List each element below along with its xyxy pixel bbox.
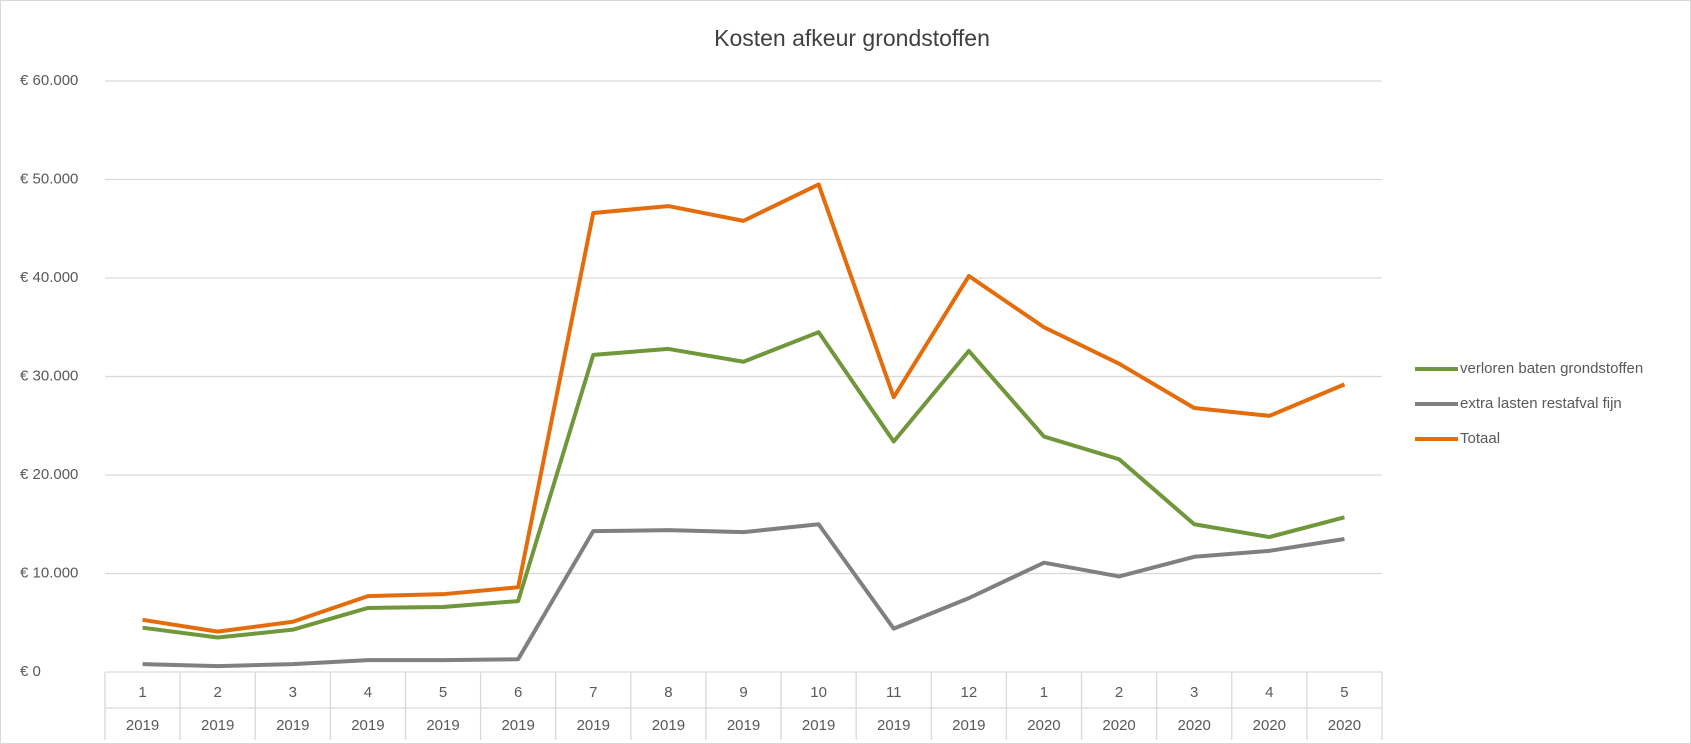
x-group-label: 2019 <box>201 717 234 734</box>
x-group-label: 2019 <box>577 717 610 734</box>
y-tick-label: € 50.000 <box>20 170 78 187</box>
x-group-label: 2019 <box>501 717 534 734</box>
x-tick-label: 1 <box>138 684 146 701</box>
x-group-label: 2020 <box>1328 717 1361 734</box>
x-group-label: 2019 <box>426 717 459 734</box>
x-group-label: 2019 <box>351 717 384 734</box>
x-group-label: 2019 <box>952 717 985 734</box>
x-group-label: 2020 <box>1102 717 1135 734</box>
x-group-label: 2019 <box>802 717 835 734</box>
legend-label: verloren baten grondstoffen <box>1460 360 1643 377</box>
line-series <box>142 182 1346 634</box>
chart-title: Kosten afkeur grondstoffen <box>714 25 990 51</box>
x-group-label: 2019 <box>652 717 685 734</box>
x-tick-label: 3 <box>1190 684 1198 701</box>
x-group-label: 2019 <box>727 717 760 734</box>
x-tick-label: 2 <box>1115 684 1123 701</box>
x-tick-label: 6 <box>514 684 522 701</box>
y-tick-label: € 20.000 <box>20 466 78 483</box>
x-tick-label: 5 <box>1340 684 1348 701</box>
x-tick-label: 7 <box>589 684 597 701</box>
x-tick-label: 8 <box>664 684 672 701</box>
x-tick-label: 11 <box>886 684 902 701</box>
y-tick-label: € 10.000 <box>20 564 78 581</box>
y-tick-label: € 40.000 <box>20 269 78 286</box>
x-group-label: 2020 <box>1178 717 1211 734</box>
x-group-label: 2019 <box>276 717 309 734</box>
line-series <box>142 330 1345 640</box>
x-tick-label: 9 <box>739 684 747 701</box>
x-tick-label: 2 <box>214 684 222 701</box>
x-tick-label: 3 <box>289 684 297 701</box>
y-tick-label: € 0 <box>20 663 41 680</box>
x-tick-label: 12 <box>961 684 978 701</box>
line-series <box>142 522 1345 669</box>
legend-label: extra lasten restafval fijn <box>1460 395 1622 412</box>
x-tick-label: 4 <box>364 684 372 701</box>
x-group-label: 2020 <box>1253 717 1286 734</box>
x-group-label: 2020 <box>1027 717 1060 734</box>
x-tick-label: 5 <box>439 684 447 701</box>
x-group-label: 2019 <box>877 717 910 734</box>
x-tick-label: 1 <box>1040 684 1048 701</box>
x-tick-label: 4 <box>1265 684 1273 701</box>
x-group-label: 2019 <box>126 717 159 734</box>
y-tick-label: € 60.000 <box>20 72 78 89</box>
legend-label: Totaal <box>1460 430 1500 447</box>
y-tick-label: € 30.000 <box>20 367 78 384</box>
x-tick-label: 10 <box>810 684 827 701</box>
